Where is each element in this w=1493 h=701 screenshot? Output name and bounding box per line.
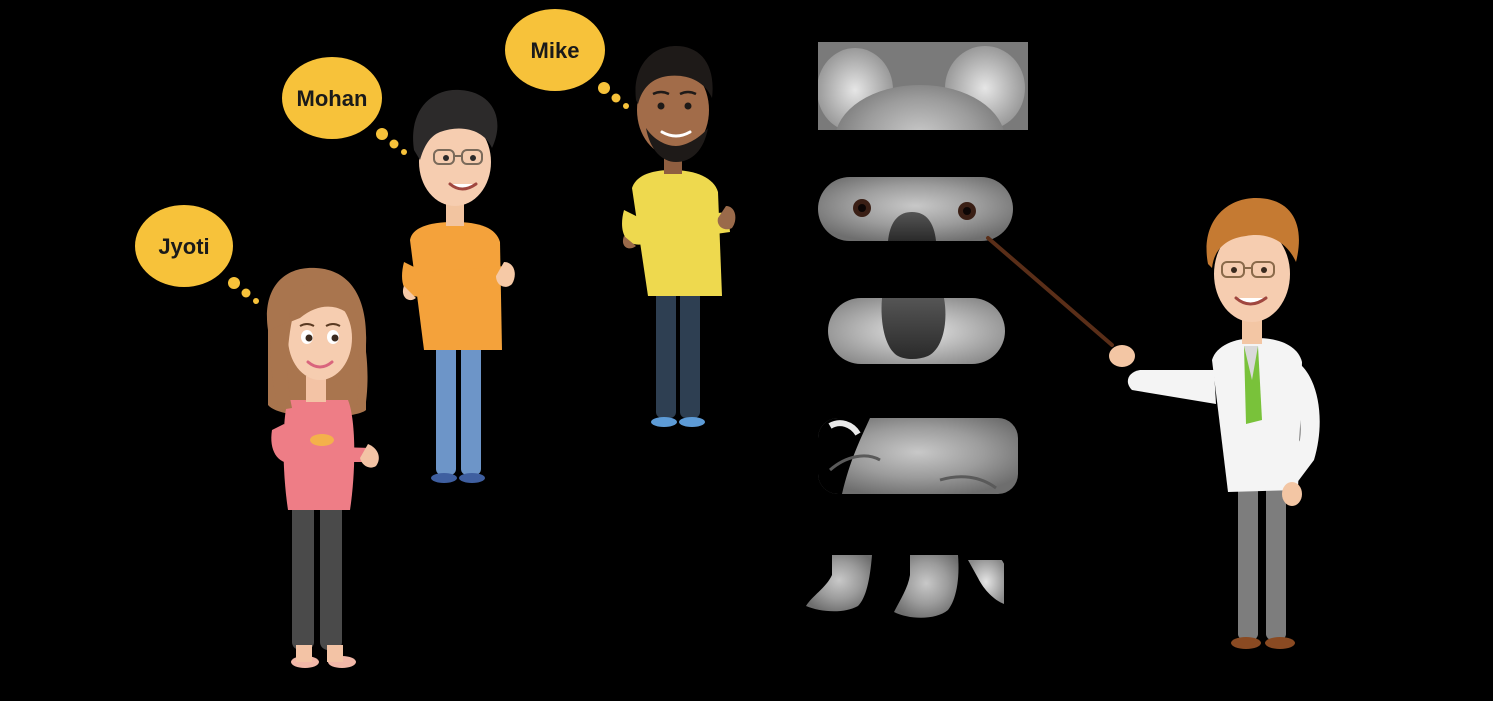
- bubble-label-jyoti: Jyoti: [158, 234, 209, 259]
- speech-bubble-mike: Mike: [505, 9, 629, 109]
- character-jyoti: [266, 267, 379, 668]
- character-mike: [622, 46, 736, 427]
- bubble-label-mohan: Mohan: [297, 86, 368, 111]
- koala-strip-eyes: [818, 177, 1013, 241]
- pointer-stick: [986, 236, 1114, 347]
- koala-strip-feet: [800, 555, 1005, 621]
- bubble-label-mike: Mike: [531, 38, 580, 63]
- koala-strip-nose: [828, 298, 1005, 364]
- speech-bubble-mohan: Mohan: [282, 57, 407, 155]
- character-teacher: [1109, 198, 1320, 649]
- character-mohan: [402, 89, 515, 483]
- koala-strip-body: [818, 418, 1018, 494]
- koala-strip-ears: [818, 42, 1028, 130]
- speech-bubble-jyoti: Jyoti: [135, 205, 259, 304]
